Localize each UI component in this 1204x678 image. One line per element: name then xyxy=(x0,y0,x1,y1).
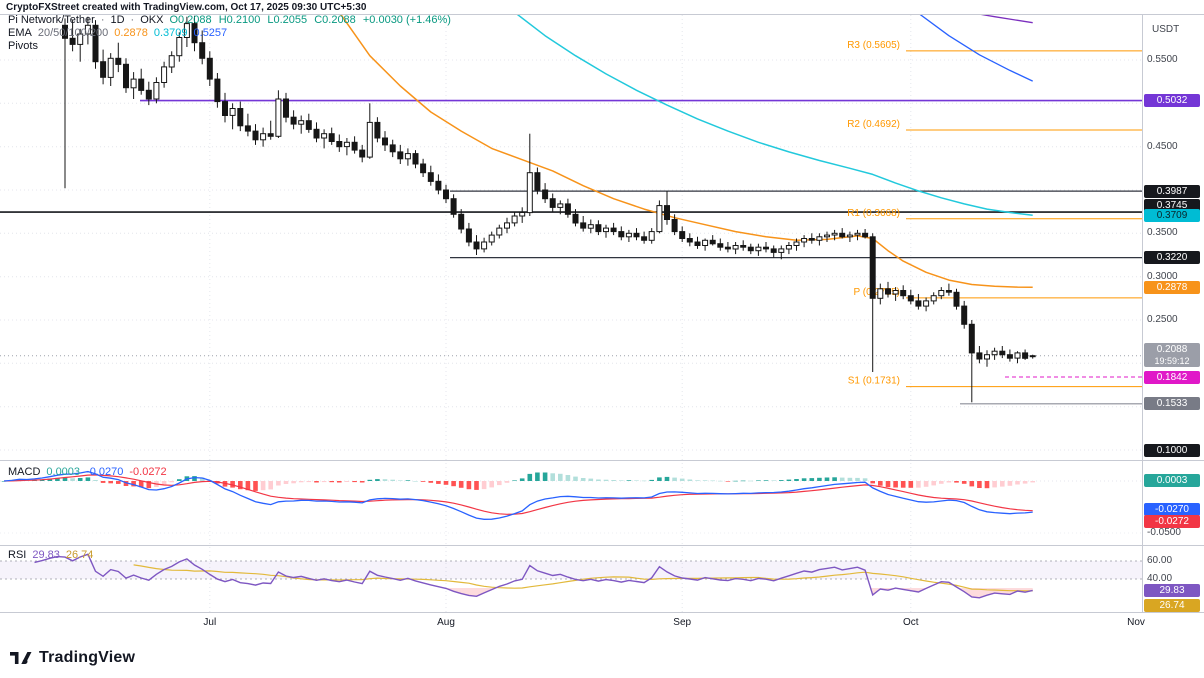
chart-canvas[interactable]: R3 (0.5605) R2 (0.4692) R1 (0.3668) P (0.27… xyxy=(0,0,1204,642)
grid-lines xyxy=(0,15,1142,613)
axis-price-label-0.1000: 0.1000 xyxy=(1144,443,1200,457)
axis-tick-60.00: 60.00 xyxy=(1147,555,1173,566)
time-axis-label-Sep: Sep xyxy=(673,617,692,628)
rsi-ma-value: 26.74 xyxy=(65,549,94,561)
pivots-name[interactable]: Pivots xyxy=(8,40,38,52)
axis-tick-0.3500: 0.3500 xyxy=(1147,227,1178,239)
legend-separator: · xyxy=(130,14,135,26)
axis-tick-0.5500: 0.5500 xyxy=(1147,54,1178,65)
time-axis-label-Nov: Nov xyxy=(1127,617,1145,628)
ema-indicator-legend[interactable]: EMA 20/50/100/200 0.2878 0.3709 0.5257 xyxy=(8,27,227,39)
macd-name[interactable]: MACD xyxy=(8,466,41,478)
rsi-ma-line xyxy=(133,564,1033,592)
macd-signal-value: -0.0272 xyxy=(129,466,167,478)
price-scale-currency: USDT xyxy=(1152,24,1180,35)
axis-price-label--0.0270: -0.0270 xyxy=(1144,502,1200,516)
axis-tick-0.2500: 0.2500 xyxy=(1147,314,1178,325)
rsi-name[interactable]: RSI xyxy=(8,549,27,561)
symbol-title[interactable]: Pi Network/Tether xyxy=(8,14,95,26)
time-axis-label-Aug: Aug xyxy=(437,617,455,628)
tradingview-logo-text: TradingView xyxy=(39,649,136,666)
rsi-line xyxy=(34,553,1033,599)
close-value: C0.2088 xyxy=(314,14,356,26)
ema-params: 20/50/100/200 xyxy=(37,27,109,39)
axis-price-label-26.74: 26.74 xyxy=(1144,599,1200,613)
attribution-text: CryptoFXStreet created with TradingView.… xyxy=(6,2,367,13)
pivot-label: S1 (0.1731) xyxy=(848,376,900,387)
macd-line-value: -0.0270 xyxy=(86,466,124,478)
ema20-line xyxy=(340,15,1033,288)
ema50-value: 0.3709 xyxy=(153,27,188,39)
pivots-indicator-legend[interactable]: Pivots xyxy=(8,40,38,52)
rsi-panel xyxy=(0,553,1142,599)
axis-price-label-0.3709: 0.3709 xyxy=(1144,208,1200,222)
rsi-value: 29.83 xyxy=(32,549,60,561)
axis-price-label-0.5032: 0.5032 xyxy=(1144,94,1200,108)
ohlc-values: O0.2088 H0.2100 L0.2055 C0.2088 +0.0030 … xyxy=(169,14,454,26)
macd-line xyxy=(3,470,1033,520)
axis-price-label-0.1533: 0.1533 xyxy=(1144,397,1200,411)
macd-indicator-legend[interactable]: MACD 0.0003 -0.0270 -0.0272 xyxy=(8,466,167,478)
macd-panel xyxy=(0,470,1142,534)
symbol-legend[interactable]: Pi Network/Tether · 1D · OKX O0.2088 H0.… xyxy=(8,14,455,26)
axis-price-label--0.0272: -0.0272 xyxy=(1144,514,1200,528)
interval-label[interactable]: 1D xyxy=(110,14,125,26)
axis-price-label-0.0003: 0.0003 xyxy=(1144,474,1200,488)
pivot-label: P (0.2755) xyxy=(853,287,900,298)
axis-price-label-0.2878: 0.2878 xyxy=(1144,280,1200,294)
macd-signal-line xyxy=(3,474,1033,515)
pivot-label: R2 (0.4692) xyxy=(847,119,900,130)
ema100-line xyxy=(919,15,1033,82)
open-value: O0.2088 xyxy=(169,14,212,26)
ema200-line xyxy=(980,15,1033,24)
panel-separators xyxy=(0,14,1204,613)
high-value: H0.2100 xyxy=(218,14,261,26)
axis-price-label-29.83: 29.83 xyxy=(1144,583,1200,597)
pivot-label: R1 (0.3668) xyxy=(847,208,900,219)
axis-price-label-0.3220: 0.3220 xyxy=(1144,251,1200,265)
axis-price-label-0.2088: 0.2088 19:59:12 xyxy=(1144,343,1200,368)
ema20-value: 0.2878 xyxy=(114,27,148,39)
time-axis-label-Jul: Jul xyxy=(203,617,217,628)
exchange-label: OKX xyxy=(140,14,164,26)
axis-price-label-0.3745: 0.3745 xyxy=(1144,198,1200,212)
legend-separator: · xyxy=(100,14,105,26)
axis-price-label-0.1842: 0.1842 xyxy=(1144,370,1200,384)
price-panel: R3 (0.5605) R2 (0.4692) R1 (0.3668) P (0.27… xyxy=(0,15,1142,405)
footer-brand[interactable]: TradingView xyxy=(10,648,135,668)
ema-name[interactable]: EMA xyxy=(8,27,32,39)
low-value: L0.2055 xyxy=(267,14,308,26)
axis-tick-40.00: 40.00 xyxy=(1147,573,1173,584)
macd-hist-value: 0.0003 xyxy=(46,466,81,478)
candles-layer xyxy=(62,15,1036,403)
ema50-line xyxy=(516,15,1033,216)
ema100-value: 0.5257 xyxy=(193,27,228,39)
rsi-indicator-legend[interactable]: RSI 29.83 26.74 xyxy=(8,549,93,561)
pivot-label: R3 (0.5605) xyxy=(847,40,900,51)
time-axis-label-Oct: Oct xyxy=(903,617,919,628)
change-value: +0.0030 (+1.46%) xyxy=(362,14,451,26)
axis-price-label-0.3987: 0.3987 xyxy=(1144,184,1200,198)
axis-tick-0.4500: 0.4500 xyxy=(1147,140,1178,152)
axis-tick--0.0500: -0.0500 xyxy=(1147,527,1181,538)
axis-tick-0.3000: 0.3000 xyxy=(1147,270,1178,282)
tradingview-logo-icon xyxy=(10,652,32,664)
